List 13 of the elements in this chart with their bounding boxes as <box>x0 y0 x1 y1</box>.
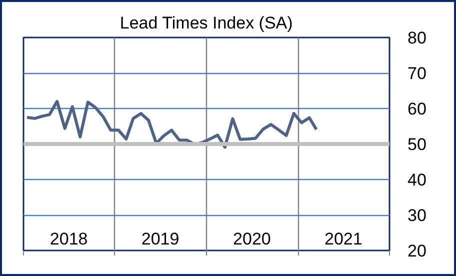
x-tick-label: 2018 <box>50 230 88 248</box>
y-tick-label: 40 <box>408 170 426 190</box>
x-tick-label: 2019 <box>141 230 180 248</box>
y-tick-label: 70 <box>408 64 426 83</box>
y-tick-label: 20 <box>408 242 426 260</box>
x-tick-label: 2021 <box>324 230 362 248</box>
y-tick-label: 60 <box>408 100 426 118</box>
chart-title: Lead Times Index (SA) <box>120 14 293 32</box>
y-tick-label: 50 <box>408 135 426 154</box>
line-series <box>26 100 318 149</box>
y-tick-label: 80 <box>408 28 426 48</box>
y-tick-label: 30 <box>408 206 426 225</box>
x-tick-label: 2020 <box>233 230 271 248</box>
